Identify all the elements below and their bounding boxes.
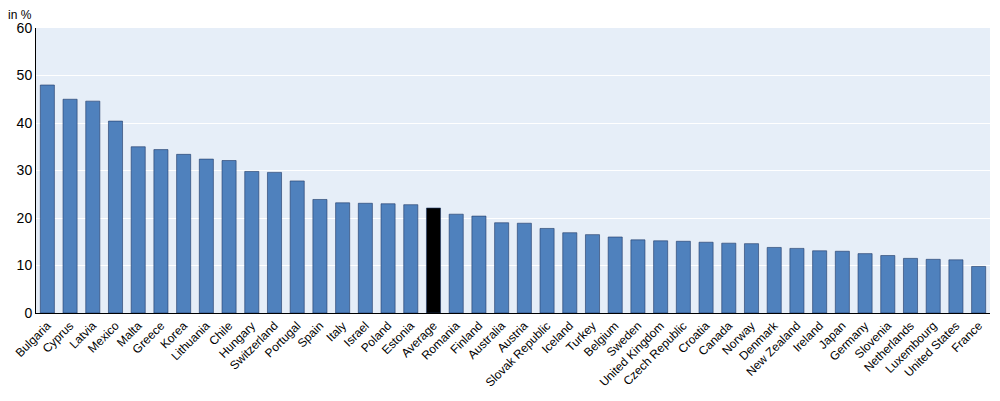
svg-text:Norway: Norway bbox=[719, 319, 758, 358]
svg-text:Greece: Greece bbox=[130, 319, 168, 357]
svg-text:Bulgaria: Bulgaria bbox=[13, 319, 54, 360]
svg-text:Portugal: Portugal bbox=[262, 319, 304, 361]
svg-text:Denmark: Denmark bbox=[736, 318, 781, 363]
svg-text:Czech Republic: Czech Republic bbox=[620, 319, 689, 388]
svg-text:20: 20 bbox=[17, 210, 33, 226]
svg-text:New Zealand: New Zealand bbox=[743, 319, 803, 379]
svg-text:United Kingdom: United Kingdom bbox=[597, 319, 667, 389]
svg-text:50: 50 bbox=[17, 67, 33, 83]
svg-text:Romania: Romania bbox=[419, 319, 463, 363]
svg-text:10: 10 bbox=[17, 257, 33, 273]
svg-text:Israel: Israel bbox=[341, 319, 372, 350]
svg-text:Hungary: Hungary bbox=[216, 319, 258, 361]
svg-text:Malta: Malta bbox=[114, 319, 145, 350]
svg-text:Croatia: Croatia bbox=[675, 319, 712, 356]
svg-text:Austria: Austria bbox=[494, 319, 531, 356]
svg-text:Finland: Finland bbox=[448, 319, 486, 357]
svg-text:Switzerland: Switzerland bbox=[227, 319, 281, 373]
svg-text:Slovak Republic: Slovak Republic bbox=[483, 319, 554, 390]
svg-text:Sweden: Sweden bbox=[604, 319, 645, 360]
svg-text:Spain: Spain bbox=[295, 319, 327, 351]
svg-text:Mexico: Mexico bbox=[85, 319, 122, 356]
svg-text:Iceland: Iceland bbox=[539, 319, 576, 356]
svg-text:Belgium: Belgium bbox=[581, 319, 622, 360]
svg-text:Cyprus: Cyprus bbox=[40, 319, 77, 356]
svg-text:Canada: Canada bbox=[696, 319, 736, 359]
svg-text:Luxembourg: Luxembourg bbox=[882, 319, 939, 376]
svg-text:Korea: Korea bbox=[157, 319, 190, 352]
svg-text:0: 0 bbox=[24, 305, 32, 321]
svg-text:Slovenia: Slovenia bbox=[852, 319, 895, 362]
svg-text:Germany: Germany bbox=[827, 319, 872, 364]
svg-text:United States: United States bbox=[901, 319, 962, 380]
svg-text:Turkey: Turkey bbox=[563, 319, 599, 355]
svg-text:in %: in % bbox=[8, 8, 32, 22]
svg-text:Australia: Australia bbox=[465, 319, 508, 362]
svg-text:Ireland: Ireland bbox=[790, 319, 826, 355]
svg-text:30: 30 bbox=[17, 162, 33, 178]
svg-text:Italy: Italy bbox=[324, 319, 349, 344]
svg-text:France: France bbox=[949, 319, 986, 356]
svg-text:Poland: Poland bbox=[358, 319, 394, 355]
svg-text:Estonia: Estonia bbox=[379, 319, 417, 357]
svg-text:Average: Average bbox=[399, 319, 441, 361]
svg-text:Lithuania: Lithuania bbox=[168, 319, 213, 364]
svg-text:Netherlands: Netherlands bbox=[861, 319, 917, 375]
svg-text:Japan: Japan bbox=[816, 319, 849, 352]
svg-text:Latvia: Latvia bbox=[67, 319, 100, 352]
svg-text:60: 60 bbox=[17, 20, 33, 36]
svg-text:40: 40 bbox=[17, 115, 33, 131]
svg-text:Chile: Chile bbox=[206, 319, 235, 348]
